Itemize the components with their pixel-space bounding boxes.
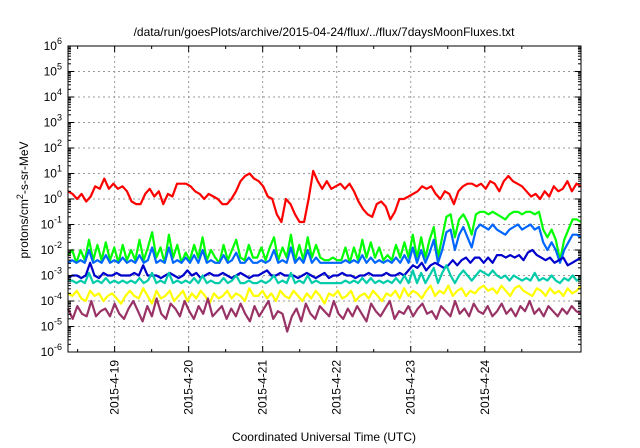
series-line (67, 223, 582, 264)
y-axis-label-unit: protons/cm (17, 199, 31, 258)
y-axis: 10-6 10-5 10-4 10-3 10-2 10-1 100 101 102 103 104 1… (41, 36, 581, 359)
y-tick-label: 10-5 (41, 317, 62, 334)
x-tick-label: 2015-4-19 (108, 360, 122, 415)
y-tick-label: 10-2 (41, 240, 62, 257)
series-line (67, 210, 582, 264)
x-axis-label: Coordinated Universal Time (UTC) (232, 430, 416, 444)
series-line (68, 264, 582, 285)
series-line (66, 297, 582, 333)
x-tick-label: 2015-4-21 (256, 360, 270, 415)
x-tick-label: 2015-4-24 (478, 360, 492, 415)
y-axis-label-rest: -s-sr-MeV (17, 141, 31, 194)
y-axis-label-superscript: 2 (15, 194, 25, 199)
y-tick-label: 100 (44, 189, 62, 206)
x-tick-label: 2015-4-22 (330, 360, 344, 415)
y-tick-label: 104 (44, 87, 62, 104)
series-line (67, 284, 582, 305)
chart-title: /data/run/goesPlots/archive/2015-04-24/f… (134, 25, 516, 39)
y-tick-label: 10-1 (41, 215, 62, 232)
y-tick-label: 10-6 (41, 342, 62, 359)
y-axis-label: protons/cm2-s-sr-MeV (15, 141, 31, 258)
x-tick-label: 2015-4-23 (404, 360, 418, 415)
x-axis: 2015-4-19 2015-4-20 2015-4-21 2015-4-22 2015… (77, 46, 523, 415)
y-tick-label: 10-3 (41, 266, 62, 283)
y-tick-label: 105 (44, 62, 62, 79)
y-tick-label: 102 (44, 138, 62, 155)
y-tick-label: 103 (44, 113, 62, 130)
y-tick-label: 106 (44, 36, 62, 53)
x-tick-label: 2015-4-20 (182, 360, 196, 415)
y-tick-label: 101 (44, 164, 62, 181)
series-lines (66, 169, 582, 333)
y-tick-label: 10-4 (41, 291, 62, 308)
series-line (67, 169, 582, 224)
